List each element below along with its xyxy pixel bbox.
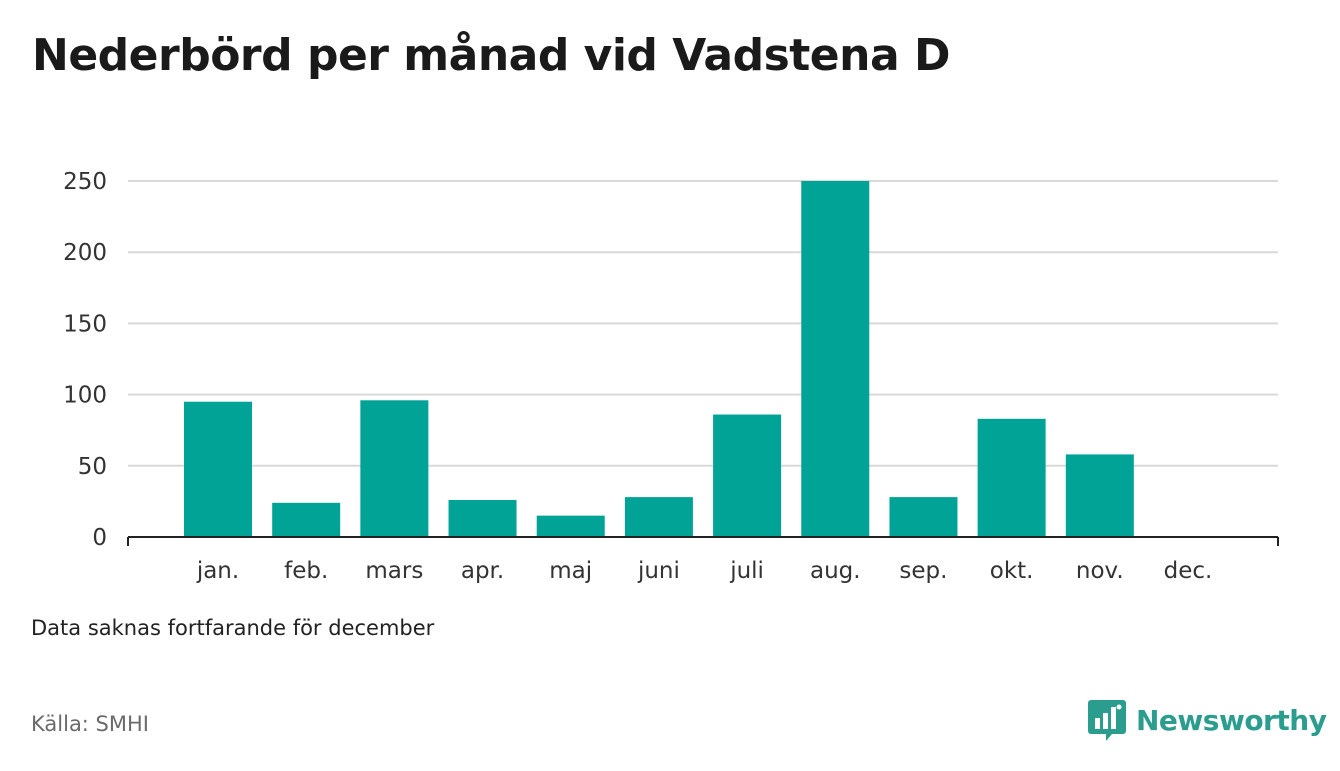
x-tick-label: apr. bbox=[461, 558, 504, 584]
bar bbox=[448, 499, 517, 537]
gridlines bbox=[128, 180, 1278, 467]
x-tick-label: mars bbox=[365, 558, 423, 584]
x-tick-label: okt. bbox=[990, 558, 1034, 584]
y-tick-label: 100 bbox=[63, 383, 107, 409]
source-label: Källa: SMHI bbox=[31, 712, 149, 736]
y-tick-label: 150 bbox=[63, 311, 107, 337]
bar bbox=[713, 414, 782, 537]
bar bbox=[360, 400, 429, 537]
bar bbox=[536, 515, 605, 537]
x-tick-label: juni bbox=[637, 558, 680, 584]
brand-logo: Newsworthy bbox=[1088, 698, 1327, 742]
y-tick-labels: 0 50 100 150 200 250 bbox=[63, 169, 107, 551]
x-tick-label: jan. bbox=[196, 558, 239, 584]
y-tick-label: 200 bbox=[63, 240, 107, 266]
newsworthy-logo-icon bbox=[1088, 700, 1126, 741]
x-tick-label: maj bbox=[549, 558, 592, 584]
y-tick-label: 50 bbox=[78, 454, 107, 480]
bar bbox=[272, 502, 341, 537]
brand-name: Newsworthy bbox=[1136, 703, 1327, 737]
x-tick-labels: jan. feb. mars apr. maj juni juli aug. sep. okt. n… bbox=[196, 558, 1213, 584]
x-tick-label: juli bbox=[729, 558, 764, 584]
x-tick-label: sep. bbox=[899, 558, 947, 584]
bar bbox=[889, 497, 958, 537]
x-tick-label: dec. bbox=[1164, 558, 1213, 584]
y-tick-label: 250 bbox=[63, 169, 107, 195]
x-axis bbox=[127, 536, 1279, 546]
x-tick-label: feb. bbox=[284, 558, 328, 584]
bar bbox=[801, 181, 870, 537]
bar bbox=[977, 418, 1046, 537]
bars bbox=[184, 181, 1134, 537]
x-tick-label: aug. bbox=[810, 558, 861, 584]
bar bbox=[184, 401, 252, 537]
chart-note: Data saknas fortfarande för december bbox=[31, 616, 435, 640]
bar bbox=[1065, 454, 1134, 537]
chart-title: Nederbörd per månad vid Vadstena D bbox=[32, 30, 951, 81]
y-tick-label: 0 bbox=[92, 525, 107, 551]
bar bbox=[624, 497, 693, 537]
x-tick-label: nov. bbox=[1076, 558, 1124, 584]
